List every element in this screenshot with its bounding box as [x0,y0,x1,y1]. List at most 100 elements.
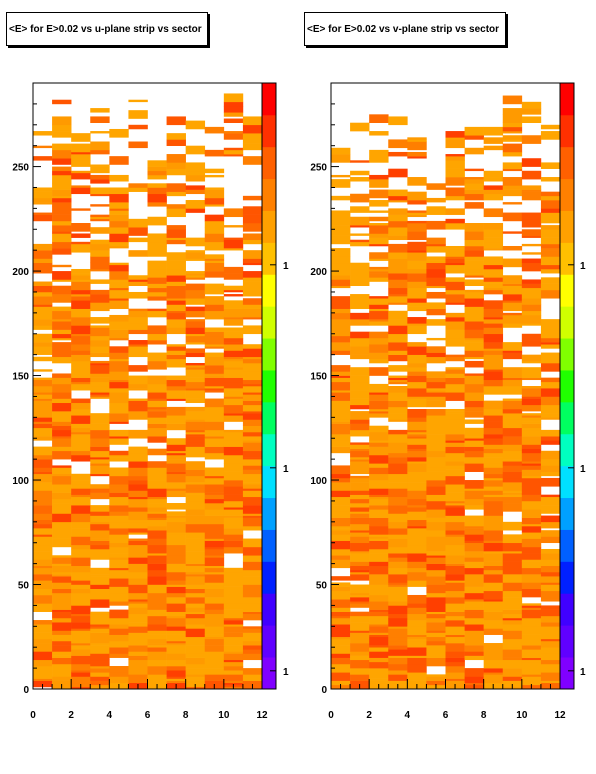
heatmap-cell [166,375,186,381]
heatmap-cell [90,427,110,431]
heatmap-cell [331,530,351,535]
heatmap-cell [71,544,91,550]
heatmap-cell [331,663,351,673]
heatmap-cell [204,421,225,431]
heatmap-cell [185,170,206,176]
heatmap-cell [147,383,167,393]
heatmap-cell [33,534,53,537]
heatmap-cell [52,415,72,422]
heatmap-cell [521,377,542,381]
heatmap-cell [331,434,351,441]
heatmap-cell [426,551,446,556]
heatmap-cell [407,156,427,159]
heatmap-cell [204,388,225,391]
heatmap-cell [350,668,370,675]
heatmap-cell [71,528,91,537]
heatmap-cell [204,429,225,437]
heatmap-cell [426,657,446,663]
heatmap-cell [407,417,427,422]
heatmap-cell [204,258,225,261]
heatmap-cell [204,296,225,305]
heatmap-cell [109,337,129,341]
heatmap-cell [33,496,53,506]
heatmap-cell [71,289,91,295]
heatmap-cell [521,582,542,589]
heatmap-cell [166,208,186,218]
heatmap-cell [109,486,129,493]
heatmap-cell [388,663,408,671]
heatmap-cell [109,624,129,629]
heatmap-cell [33,659,53,667]
heatmap-cell [242,442,263,452]
heatmap-cell [502,492,523,495]
heatmap-cell [369,601,389,610]
heatmap-cell [223,118,244,123]
heatmap-cell [407,436,427,439]
heatmap-cell [502,601,523,610]
heatmap-cell [502,135,523,140]
colorbar-label: 1 [283,667,289,678]
heatmap-cell [71,241,91,245]
heatmap-cell [52,306,72,312]
heatmap-cell [407,603,427,608]
y-tick-label: 150 [310,372,327,383]
heatmap-cell [350,503,370,508]
heatmap-cell [90,672,110,677]
heatmap-cell [185,557,206,564]
heatmap-cell [502,680,523,688]
heatmap-cell [128,599,148,602]
heatmap-cell [90,457,110,460]
heatmap-cell [166,289,186,299]
heatmap-cell [331,216,351,226]
heatmap-cell [426,605,446,612]
heatmap-cell [445,565,465,575]
heatmap-cell [445,503,465,506]
heatmap-cell [426,645,446,652]
heatmap-cell [71,521,91,529]
x-tick-label: 2 [68,710,74,721]
heatmap-cell [147,601,167,610]
heatmap-cell [166,666,186,671]
heatmap-cell [445,580,465,583]
heatmap-cell [350,574,370,581]
heatmap-cell [350,319,370,326]
heatmap-cell [147,375,167,385]
colorbar-segment [560,306,574,339]
heatmap-cell [407,636,427,640]
heatmap-cell [52,116,72,126]
heatmap-cell [445,277,465,282]
heatmap-cell [445,356,465,362]
heatmap-cell [147,277,167,284]
heatmap-cell [109,542,129,548]
heatmap-cell [388,151,408,157]
heatmap-cell [166,344,186,347]
heatmap-cell [147,427,167,437]
heatmap-cell [388,287,408,295]
heatmap-cell [52,513,72,523]
heatmap-cell [242,674,263,681]
heatmap-cell [445,620,465,627]
heatmap-cell [521,500,542,510]
y-tick-label: 200 [310,267,327,278]
heatmap-cell [90,542,110,546]
heatmap-cell [331,511,351,518]
heatmap-cell [242,287,263,297]
heatmap-cell [166,398,186,401]
heatmap-cell [52,377,72,385]
heatmap-cell [52,523,72,533]
heatmap-cell [369,594,389,602]
heatmap-cell [331,256,351,264]
heatmap-cell [52,206,72,215]
heatmap-cell [540,268,561,274]
heatmap-cell [166,386,186,391]
heatmap-cell [350,475,370,479]
heatmap-cell [350,569,370,573]
heatmap-cell [445,131,465,138]
heatmap-cell [204,674,225,681]
heatmap-cell [521,553,542,560]
heatmap-cell [90,463,110,466]
heatmap-cell [540,576,561,583]
heatmap-cell [33,262,53,268]
heatmap-cell [521,235,542,238]
heatmap-cell [166,488,186,491]
